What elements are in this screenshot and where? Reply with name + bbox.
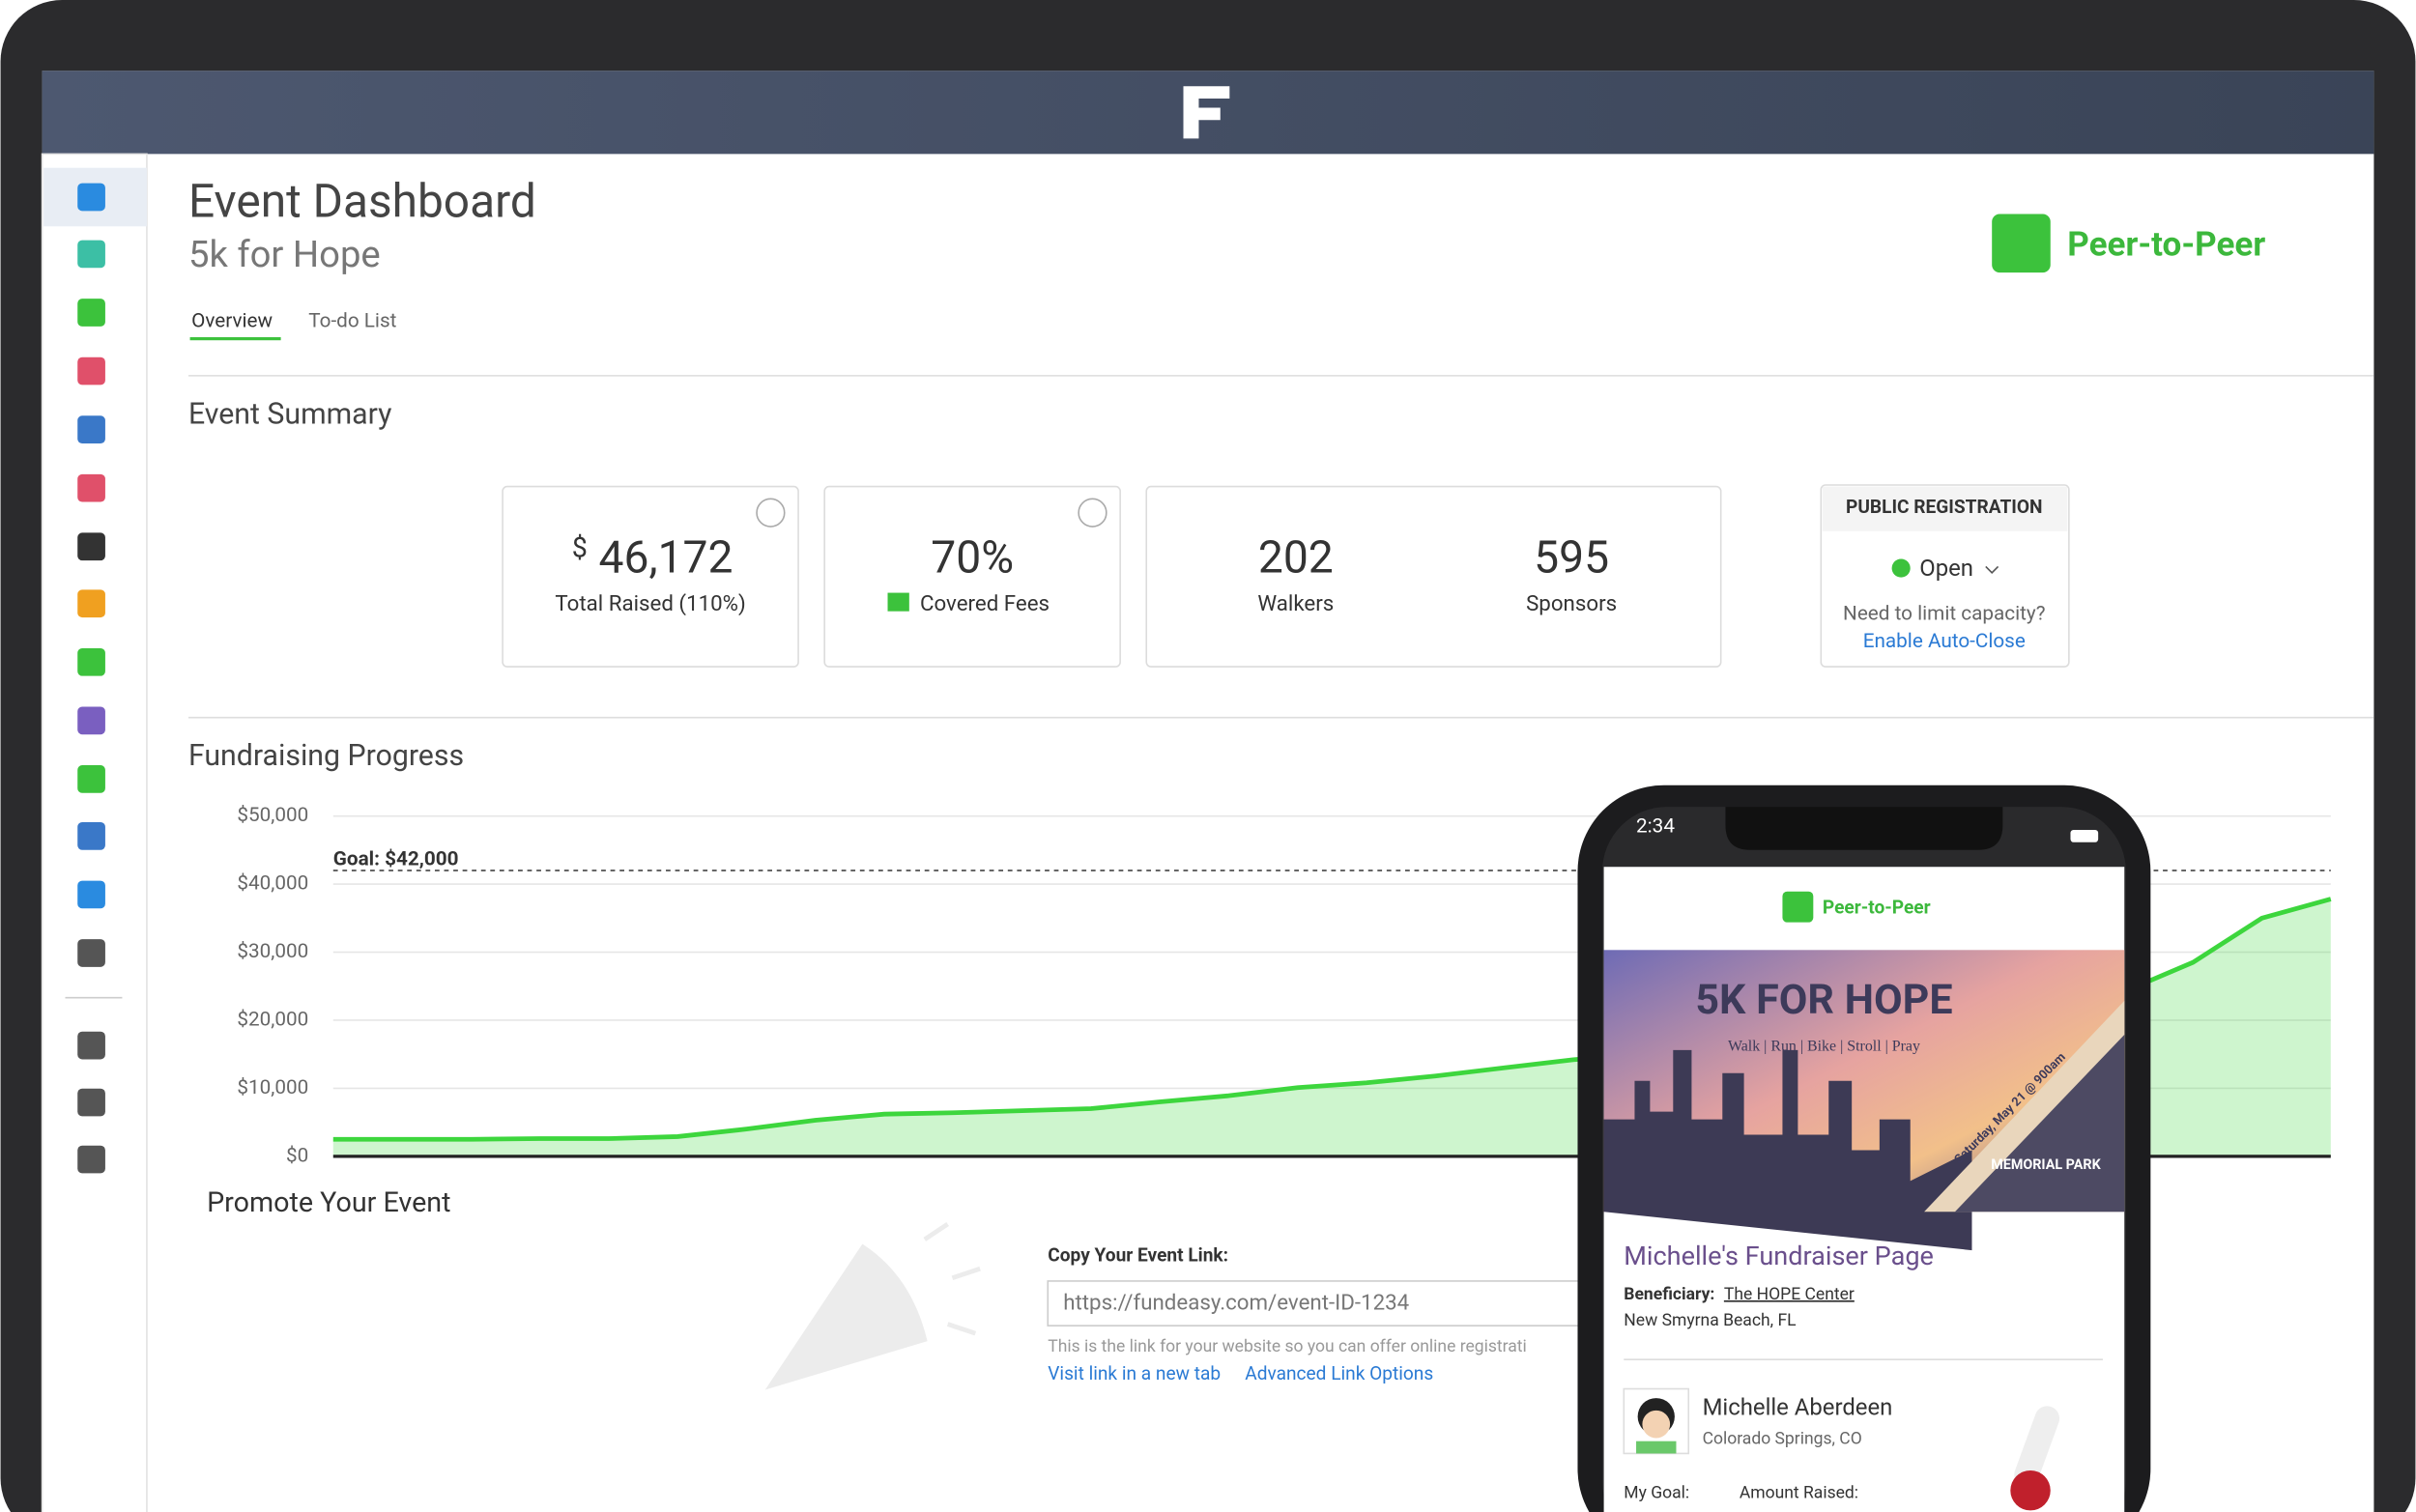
phone-badge: Peer-to-Peer bbox=[1823, 896, 1931, 918]
y-tick-label: $40,000 bbox=[237, 872, 308, 896]
stat-value: 202 bbox=[1258, 531, 1334, 584]
phone-notch bbox=[1725, 807, 2003, 850]
sidebar-icon[interactable] bbox=[77, 647, 105, 676]
url-field[interactable] bbox=[1047, 1280, 1603, 1327]
currency: $ bbox=[572, 532, 588, 565]
help-icon[interactable] bbox=[756, 498, 786, 528]
goal-label: Goal: $42,000 bbox=[333, 847, 459, 870]
stat-card bbox=[1145, 485, 1722, 668]
sidebar-icon[interactable] bbox=[77, 240, 105, 269]
raised-label: Amount Raised: bbox=[1740, 1484, 1858, 1503]
beneficiary-location: New Smyrna Beach, FL bbox=[1624, 1311, 1796, 1330]
beneficiary[interactable]: The HOPE Center bbox=[1724, 1285, 1855, 1304]
sidebar-icon[interactable] bbox=[77, 1088, 105, 1117]
sidebar-icon[interactable] bbox=[77, 473, 105, 502]
badge-icon bbox=[1782, 891, 1814, 923]
registration-status[interactable]: Open bbox=[1919, 555, 1973, 582]
fundraiser-page-title: Michelle's Fundraiser Page bbox=[1624, 1241, 1934, 1271]
stat-value: 46,172 bbox=[599, 531, 733, 584]
registration-header bbox=[1822, 486, 2068, 531]
badge: Peer-to-Peer bbox=[2067, 223, 2265, 264]
url-help: This is the link for your website so you… bbox=[1048, 1337, 1527, 1356]
advanced-link[interactable]: Advanced Link Options bbox=[1245, 1362, 1433, 1384]
banner-subtitle: Walk | Run | Bike | Stroll | Pray bbox=[1728, 1038, 1920, 1054]
sidebar-icon[interactable] bbox=[77, 822, 105, 850]
page-subtitle: 5k for Hope bbox=[188, 234, 381, 276]
y-tick-label: $20,000 bbox=[237, 1008, 308, 1031]
gift-icon bbox=[887, 592, 909, 612]
y-tick-label: $10,000 bbox=[237, 1076, 308, 1099]
tab[interactable]: To-do List bbox=[308, 310, 396, 333]
skyline bbox=[1603, 1049, 1972, 1251]
sidebar-icons bbox=[77, 183, 105, 1174]
phone-mockup: 2:34 Peer-to-Peer 5K FOR HOPE Walk | Run… bbox=[1577, 785, 2151, 1512]
y-tick-label: $50,000 bbox=[237, 804, 308, 827]
sidebar-icon[interactable] bbox=[77, 299, 105, 327]
url-value: https://fundeasy.com/event-ID-1234 bbox=[1063, 1291, 1409, 1316]
sidebar-icon[interactable] bbox=[77, 1031, 105, 1060]
tab[interactable]: Overview bbox=[191, 310, 273, 333]
y-tick-label: $0 bbox=[286, 1144, 308, 1167]
y-tick-label: $30,000 bbox=[237, 940, 308, 963]
logo bbox=[1183, 86, 1230, 139]
help-icon[interactable] bbox=[1078, 498, 1107, 528]
thermometer-bulb bbox=[2010, 1469, 2051, 1511]
stat-label: Covered Fees bbox=[920, 591, 1050, 616]
sidebar-icon[interactable] bbox=[77, 183, 105, 212]
tab-indicator bbox=[189, 337, 281, 341]
status-dot bbox=[1891, 558, 1911, 578]
thermometer bbox=[2014, 1406, 2060, 1488]
link-label: Copy Your Event Link: bbox=[1048, 1243, 1228, 1266]
sidebar-icon[interactable] bbox=[77, 415, 105, 443]
beneficiary-label: Beneficiary: bbox=[1624, 1285, 1714, 1304]
section-title: Event Summary bbox=[188, 397, 392, 431]
megaphone-illustration bbox=[764, 1221, 981, 1390]
phone-time: 2:34 bbox=[1636, 814, 1675, 838]
stat-value: 70% bbox=[931, 531, 1014, 584]
stat-label: Walkers bbox=[1257, 591, 1334, 616]
badge-icon bbox=[1992, 214, 2051, 273]
section-title: Fundraising Progress bbox=[188, 739, 464, 773]
stat-label: Sponsors bbox=[1526, 591, 1617, 616]
sidebar-icon[interactable] bbox=[77, 357, 105, 385]
page-title: Event Dashboard bbox=[188, 175, 536, 229]
registration-title: PUBLIC REGISTRATION bbox=[1846, 496, 2043, 518]
sidebar-icon[interactable] bbox=[77, 1145, 105, 1174]
battery-icon bbox=[2070, 829, 2099, 842]
avatar-face bbox=[1642, 1410, 1671, 1439]
sidebar-icon[interactable] bbox=[77, 589, 105, 618]
banner-corner bbox=[1954, 1034, 2125, 1212]
sidebar-icon[interactable] bbox=[77, 880, 105, 909]
banner-title: 5K FOR HOPE bbox=[1695, 975, 1952, 1024]
registration-prompt: Need to limit capacity? bbox=[1843, 602, 2045, 625]
goal-label: My Goal: bbox=[1624, 1484, 1689, 1503]
sidebar-icon[interactable] bbox=[77, 532, 105, 561]
fundraiser-location: Colorado Springs, CO bbox=[1703, 1430, 1862, 1449]
auto-close-link[interactable]: Enable Auto-Close bbox=[1863, 630, 2026, 653]
sidebar-icon[interactable] bbox=[77, 765, 105, 793]
visit-link[interactable]: Visit link in a new tab bbox=[1048, 1362, 1221, 1384]
sidebar-icon[interactable] bbox=[77, 706, 105, 735]
stat-value: 595 bbox=[1534, 531, 1609, 584]
stat-card bbox=[502, 485, 799, 668]
avatar-shirt bbox=[1636, 1441, 1677, 1454]
section-title: Promote Your Event bbox=[207, 1186, 450, 1219]
stat-card bbox=[823, 485, 1121, 668]
dropdown-caret bbox=[1985, 565, 1999, 574]
sidebar-icon[interactable] bbox=[77, 939, 105, 967]
fundraiser-name: Michelle Aberdeen bbox=[1703, 1394, 1893, 1421]
banner-location: MEMORIAL PARK bbox=[1991, 1156, 2101, 1173]
stat-label: Total Raised (110%) bbox=[555, 591, 745, 616]
